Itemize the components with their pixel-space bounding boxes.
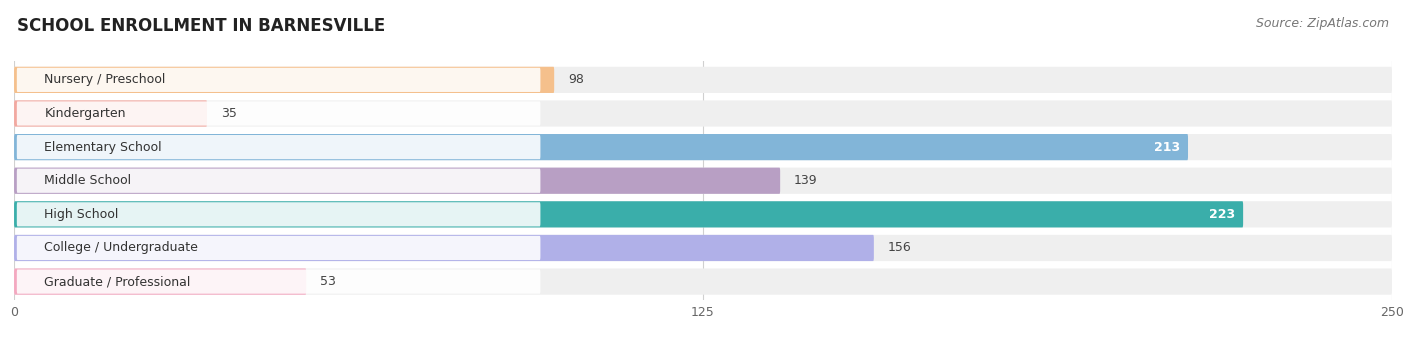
FancyBboxPatch shape (14, 268, 307, 295)
FancyBboxPatch shape (14, 235, 875, 261)
FancyBboxPatch shape (14, 201, 1392, 227)
FancyBboxPatch shape (14, 168, 1392, 194)
FancyBboxPatch shape (14, 134, 1188, 160)
Text: Middle School: Middle School (45, 174, 132, 187)
FancyBboxPatch shape (17, 269, 540, 294)
FancyBboxPatch shape (14, 268, 1392, 295)
Text: 223: 223 (1209, 208, 1234, 221)
Text: College / Undergraduate: College / Undergraduate (45, 241, 198, 254)
FancyBboxPatch shape (17, 68, 540, 92)
FancyBboxPatch shape (14, 67, 1392, 93)
Text: 139: 139 (794, 174, 817, 187)
Text: High School: High School (45, 208, 118, 221)
Text: 35: 35 (221, 107, 236, 120)
Text: 213: 213 (1153, 140, 1180, 153)
FancyBboxPatch shape (14, 100, 1392, 127)
Text: 53: 53 (321, 275, 336, 288)
FancyBboxPatch shape (17, 169, 540, 193)
FancyBboxPatch shape (14, 168, 780, 194)
FancyBboxPatch shape (17, 202, 540, 226)
Text: 98: 98 (568, 73, 583, 86)
Text: Nursery / Preschool: Nursery / Preschool (45, 73, 166, 86)
FancyBboxPatch shape (14, 201, 1243, 227)
Text: Elementary School: Elementary School (45, 140, 162, 153)
FancyBboxPatch shape (17, 101, 540, 125)
FancyBboxPatch shape (14, 134, 1392, 160)
FancyBboxPatch shape (17, 236, 540, 260)
Text: SCHOOL ENROLLMENT IN BARNESVILLE: SCHOOL ENROLLMENT IN BARNESVILLE (17, 17, 385, 35)
FancyBboxPatch shape (14, 235, 1392, 261)
Text: Kindergarten: Kindergarten (45, 107, 127, 120)
Text: 156: 156 (887, 241, 911, 254)
FancyBboxPatch shape (14, 67, 554, 93)
FancyBboxPatch shape (14, 100, 207, 127)
Text: Source: ZipAtlas.com: Source: ZipAtlas.com (1256, 17, 1389, 30)
Text: Graduate / Professional: Graduate / Professional (45, 275, 191, 288)
FancyBboxPatch shape (17, 135, 540, 159)
